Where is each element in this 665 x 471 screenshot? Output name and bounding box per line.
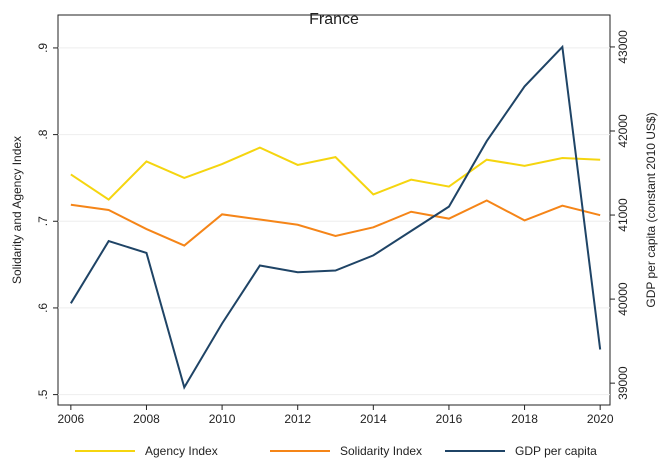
y-tick-label: .5 [36,389,50,399]
x-tick-label: 2014 [360,412,387,426]
y2-tick-label: 41000 [616,198,630,232]
series-line [70,199,601,247]
series-line [70,146,601,201]
y-tick-label: .9 [36,43,50,53]
y2-tick-label: 39000 [616,366,630,400]
y2-tick-label: 43000 [616,30,630,64]
y2-tick-label: 42000 [616,114,630,148]
y-tick-label: .6 [36,303,50,313]
x-tick-label: 2008 [133,412,160,426]
legend-label: Agency Index [145,444,218,458]
x-tick-label: 2020 [587,412,614,426]
plot-frame [57,14,611,406]
series-line [70,44,602,390]
y-tick-label: .8 [36,129,50,139]
legend-label: Solidarity Index [340,444,422,458]
x-tick-label: 2016 [436,412,463,426]
x-tick-label: 2018 [511,412,538,426]
chart-title: France [309,11,359,28]
y2-axis-label: GDP per capita (constant 2010 US$) [644,112,658,307]
x-tick-label: 2006 [58,412,85,426]
y2-tick-label: 40000 [616,282,630,316]
legend-label: GDP per capita [515,444,597,458]
x-tick-label: 2010 [209,412,236,426]
x-tick-label: 2012 [284,412,311,426]
y-axis-label: Solidarity and Agency Index [10,136,24,284]
y-tick-label: .7 [36,216,50,226]
